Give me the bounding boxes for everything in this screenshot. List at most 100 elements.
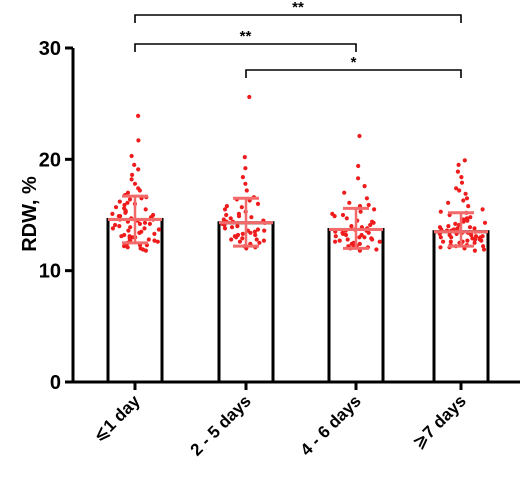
data-point xyxy=(125,190,131,195)
data-point xyxy=(358,209,363,214)
bar xyxy=(327,227,385,384)
data-point xyxy=(463,191,468,196)
data-point xyxy=(261,238,266,243)
data-point xyxy=(143,207,148,212)
data-point xyxy=(222,226,228,231)
data-point xyxy=(136,167,141,172)
y-tick-label: 10 xyxy=(39,261,61,283)
data-point xyxy=(122,202,127,208)
significance-bracket xyxy=(245,69,462,78)
data-point xyxy=(244,188,249,193)
data-point xyxy=(473,234,479,239)
data-point xyxy=(239,205,244,210)
data-point xyxy=(257,240,262,245)
data-point xyxy=(349,224,354,229)
errorbars-layer xyxy=(108,194,488,250)
data-point xyxy=(344,216,349,221)
data-point xyxy=(449,235,454,240)
data-point xyxy=(438,245,443,250)
data-point xyxy=(262,228,267,233)
data-point xyxy=(147,221,152,226)
y-tick-label: 0 xyxy=(50,372,61,394)
data-point xyxy=(136,113,141,118)
data-point xyxy=(441,239,446,244)
data-point xyxy=(455,226,460,231)
x-tick-label: ⩽1 day xyxy=(90,391,145,446)
data-point xyxy=(242,155,247,160)
data-point xyxy=(370,219,375,224)
data-point xyxy=(254,237,259,242)
data-point xyxy=(132,181,138,186)
data-point xyxy=(110,226,115,231)
data-point xyxy=(362,184,367,189)
data-point xyxy=(252,229,257,234)
data-point xyxy=(366,230,371,235)
significance-label: ** xyxy=(292,0,304,16)
data-point xyxy=(368,222,373,228)
data-point xyxy=(480,207,485,212)
x-tick-label: 4 - 6 days xyxy=(297,391,365,459)
data-point xyxy=(470,236,475,241)
data-point xyxy=(143,248,148,253)
significance-bracket xyxy=(134,43,357,52)
data-point xyxy=(340,230,345,235)
data-point xyxy=(464,216,469,221)
data-point xyxy=(116,214,121,219)
data-point xyxy=(125,245,130,250)
data-point xyxy=(453,221,458,226)
data-point xyxy=(356,163,361,169)
data-point xyxy=(461,198,466,203)
significance-label: * xyxy=(351,54,357,71)
data-point xyxy=(130,172,135,177)
data-point xyxy=(448,239,453,244)
data-point xyxy=(457,188,462,193)
data-point xyxy=(468,215,473,220)
bar xyxy=(432,230,490,384)
data-point xyxy=(243,181,248,186)
data-point xyxy=(229,237,234,242)
data-point xyxy=(357,241,362,246)
data-point xyxy=(152,231,157,236)
data-point xyxy=(243,166,248,171)
data-point xyxy=(356,176,361,181)
axes-layer xyxy=(71,48,520,384)
data-point xyxy=(224,204,229,209)
data-point xyxy=(342,190,347,195)
data-point xyxy=(479,238,484,243)
data-point xyxy=(332,214,337,219)
data-point xyxy=(464,196,470,201)
significance-label: ** xyxy=(240,28,252,45)
data-point xyxy=(249,215,254,220)
data-point xyxy=(132,162,137,167)
data-point xyxy=(152,238,157,243)
significance-layer: ***** xyxy=(134,0,462,78)
data-point xyxy=(240,236,245,241)
data-point xyxy=(110,211,115,216)
data-point xyxy=(235,224,240,229)
data-point xyxy=(333,234,338,239)
data-point xyxy=(128,225,133,230)
data-point xyxy=(466,204,471,209)
data-point xyxy=(472,226,477,231)
data-point xyxy=(236,214,242,219)
data-point xyxy=(364,196,369,201)
data-point xyxy=(237,239,242,244)
data-point xyxy=(465,238,470,243)
data-point xyxy=(469,232,474,238)
data-point xyxy=(247,94,252,100)
data-point xyxy=(136,138,141,143)
data-point xyxy=(454,186,459,191)
data-point xyxy=(234,235,239,240)
data-point xyxy=(142,226,147,231)
data-point xyxy=(240,175,245,180)
data-point xyxy=(370,237,375,242)
data-point xyxy=(224,212,229,218)
data-point xyxy=(459,180,465,185)
data-point xyxy=(142,220,148,225)
data-point xyxy=(456,162,461,167)
points-layer xyxy=(110,94,488,253)
data-point xyxy=(127,197,133,202)
data-point xyxy=(113,222,118,228)
